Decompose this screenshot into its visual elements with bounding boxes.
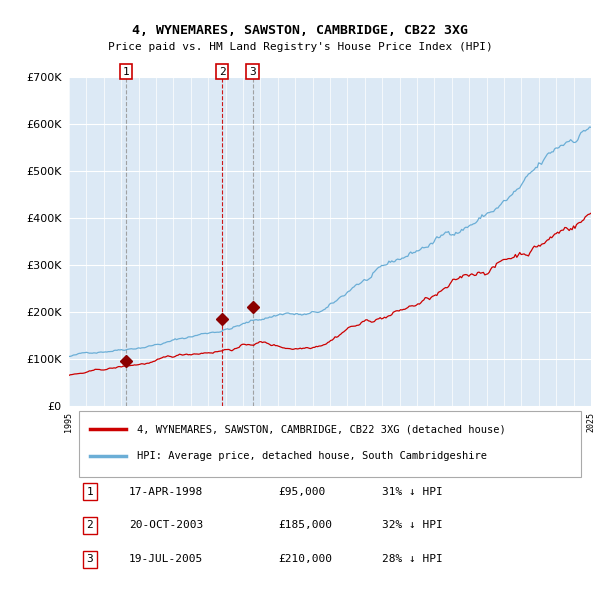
Text: 1: 1 bbox=[123, 67, 130, 77]
Text: 2: 2 bbox=[86, 520, 93, 530]
Text: HPI: Average price, detached house, South Cambridgeshire: HPI: Average price, detached house, Sout… bbox=[137, 451, 487, 461]
Text: £95,000: £95,000 bbox=[278, 487, 325, 497]
Text: 1: 1 bbox=[86, 487, 93, 497]
Text: 4, WYNEMARES, SAWSTON, CAMBRIDGE, CB22 3XG: 4, WYNEMARES, SAWSTON, CAMBRIDGE, CB22 3… bbox=[132, 24, 468, 37]
Text: £210,000: £210,000 bbox=[278, 554, 332, 564]
Text: 19-JUL-2005: 19-JUL-2005 bbox=[129, 554, 203, 564]
Text: 3: 3 bbox=[86, 554, 93, 564]
FancyBboxPatch shape bbox=[79, 411, 581, 477]
Text: 3: 3 bbox=[249, 67, 256, 77]
Text: Price paid vs. HM Land Registry's House Price Index (HPI): Price paid vs. HM Land Registry's House … bbox=[107, 42, 493, 53]
Text: 20-OCT-2003: 20-OCT-2003 bbox=[129, 520, 203, 530]
Text: 4, WYNEMARES, SAWSTON, CAMBRIDGE, CB22 3XG (detached house): 4, WYNEMARES, SAWSTON, CAMBRIDGE, CB22 3… bbox=[137, 424, 506, 434]
Text: 17-APR-1998: 17-APR-1998 bbox=[129, 487, 203, 497]
Text: 31% ↓ HPI: 31% ↓ HPI bbox=[382, 487, 443, 497]
Text: 2: 2 bbox=[219, 67, 226, 77]
Text: 28% ↓ HPI: 28% ↓ HPI bbox=[382, 554, 443, 564]
Text: £185,000: £185,000 bbox=[278, 520, 332, 530]
Text: 32% ↓ HPI: 32% ↓ HPI bbox=[382, 520, 443, 530]
